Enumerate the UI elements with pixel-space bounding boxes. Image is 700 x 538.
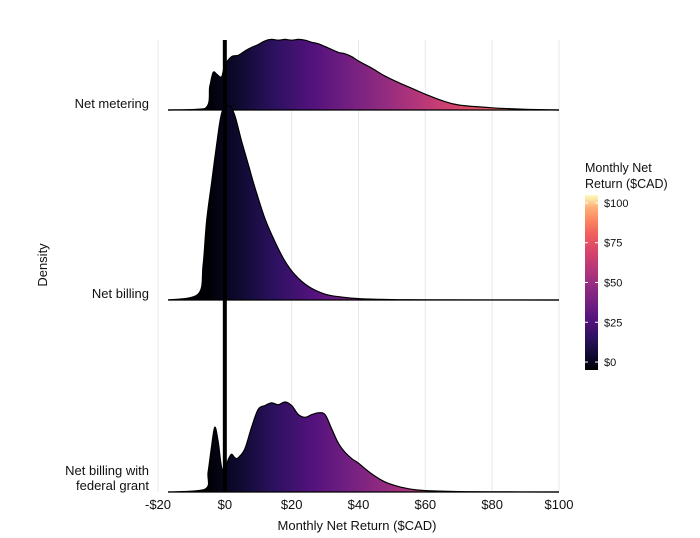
legend-title-line-2: Return ($CAD) (585, 177, 668, 191)
legend-tick-label: $50 (604, 278, 622, 290)
ridge-area-net-billing (168, 105, 559, 300)
legend-tick-label: $25 (604, 317, 622, 329)
ridge-outline-net-billing-with-federal-grant (167, 401, 560, 493)
ridge-net-billing-with-federal-grant (167, 401, 560, 493)
legend-colorbar (585, 195, 598, 370)
legend-tick-label: $0 (604, 357, 616, 369)
ridges (167, 38, 560, 493)
legend-ticks: $0 $25 $50 $75 $100 (585, 198, 628, 369)
x-axis-title: Monthly Net Return ($CAD) (278, 518, 437, 533)
x-tick-label: $100 (545, 497, 574, 512)
ridge-label: Net billing with (65, 463, 149, 478)
legend-tick-label: $100 (604, 198, 628, 210)
x-tick-label: $40 (348, 497, 370, 512)
ridge-outline-net-billing (167, 104, 560, 301)
x-tick-label: $0 (218, 497, 232, 512)
ridge-label: Net billing (92, 286, 149, 301)
y-axis-title: Density (35, 243, 50, 287)
y-axis-ridge-labels: Net metering Net billing Net billing withf… (65, 96, 149, 493)
x-tick-label: $60 (414, 497, 436, 512)
x-tick-label: $20 (281, 497, 303, 512)
ridge-area-net-billing-with-federal-grant (168, 401, 559, 492)
ridge-net-billing (167, 104, 560, 301)
legend-title-line-1: Monthly Net (585, 161, 652, 175)
ridge-area-net-metering (168, 39, 559, 111)
legend-tick-label: $75 (604, 238, 622, 250)
x-tick-label: $80 (481, 497, 503, 512)
x-axis-ticks: -$20 $0 $20 $40 $60 $80 $100 (145, 497, 573, 512)
ridge-label: federal grant (76, 478, 149, 493)
ridge-label: Net metering (75, 96, 149, 111)
color-legend: Monthly Net Return ($CAD) $0 $25 $50 $75 $10… (585, 161, 668, 370)
x-tick-label: -$20 (145, 497, 171, 512)
